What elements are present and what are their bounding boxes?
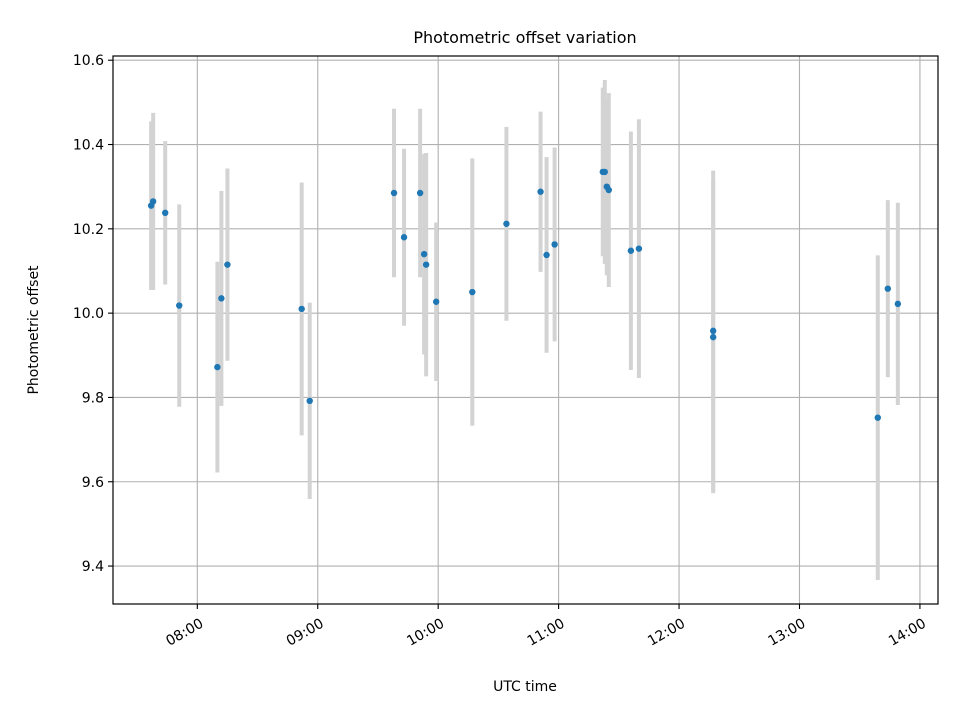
data-point [894,300,902,308]
data-point [218,295,225,302]
data-point [390,189,398,197]
y-tick-label: 9.4 [82,559,104,575]
y-tick-label: 9.8 [82,390,104,406]
plot-frame [112,55,939,605]
data-point [416,189,424,197]
data-point [306,397,313,405]
data-points [147,168,902,421]
data-point [709,333,717,341]
data-point [874,414,881,421]
data-point [432,298,440,305]
data-point [422,261,430,268]
data-point [537,188,544,195]
data-point [298,305,305,313]
data-point [149,198,157,205]
data-point [635,245,643,252]
data-point [503,220,510,227]
data-point [627,247,635,254]
data-point [709,327,717,335]
y-tick-label: 10.6 [73,53,104,69]
data-point [601,168,608,176]
x-axis-label: UTC time [493,679,557,695]
data-point [161,209,169,217]
data-point [176,302,183,309]
grid-lines [113,56,938,604]
data-point [420,250,428,258]
y-tick-label: 9.6 [82,475,104,491]
data-point [224,261,231,268]
y-axis-label: Photometric offset [26,265,42,395]
y-tick-label: 10.4 [73,138,104,154]
data-point [469,288,476,296]
y-tick-label: 10.0 [73,306,104,322]
data-point [400,234,408,241]
chart-title: Photometric offset variation [413,28,636,47]
data-point [551,241,558,248]
data-point [605,186,613,194]
y-tick-label: 10.2 [73,222,104,238]
data-point [214,363,221,371]
data-point [543,251,550,259]
data-point [884,285,892,292]
